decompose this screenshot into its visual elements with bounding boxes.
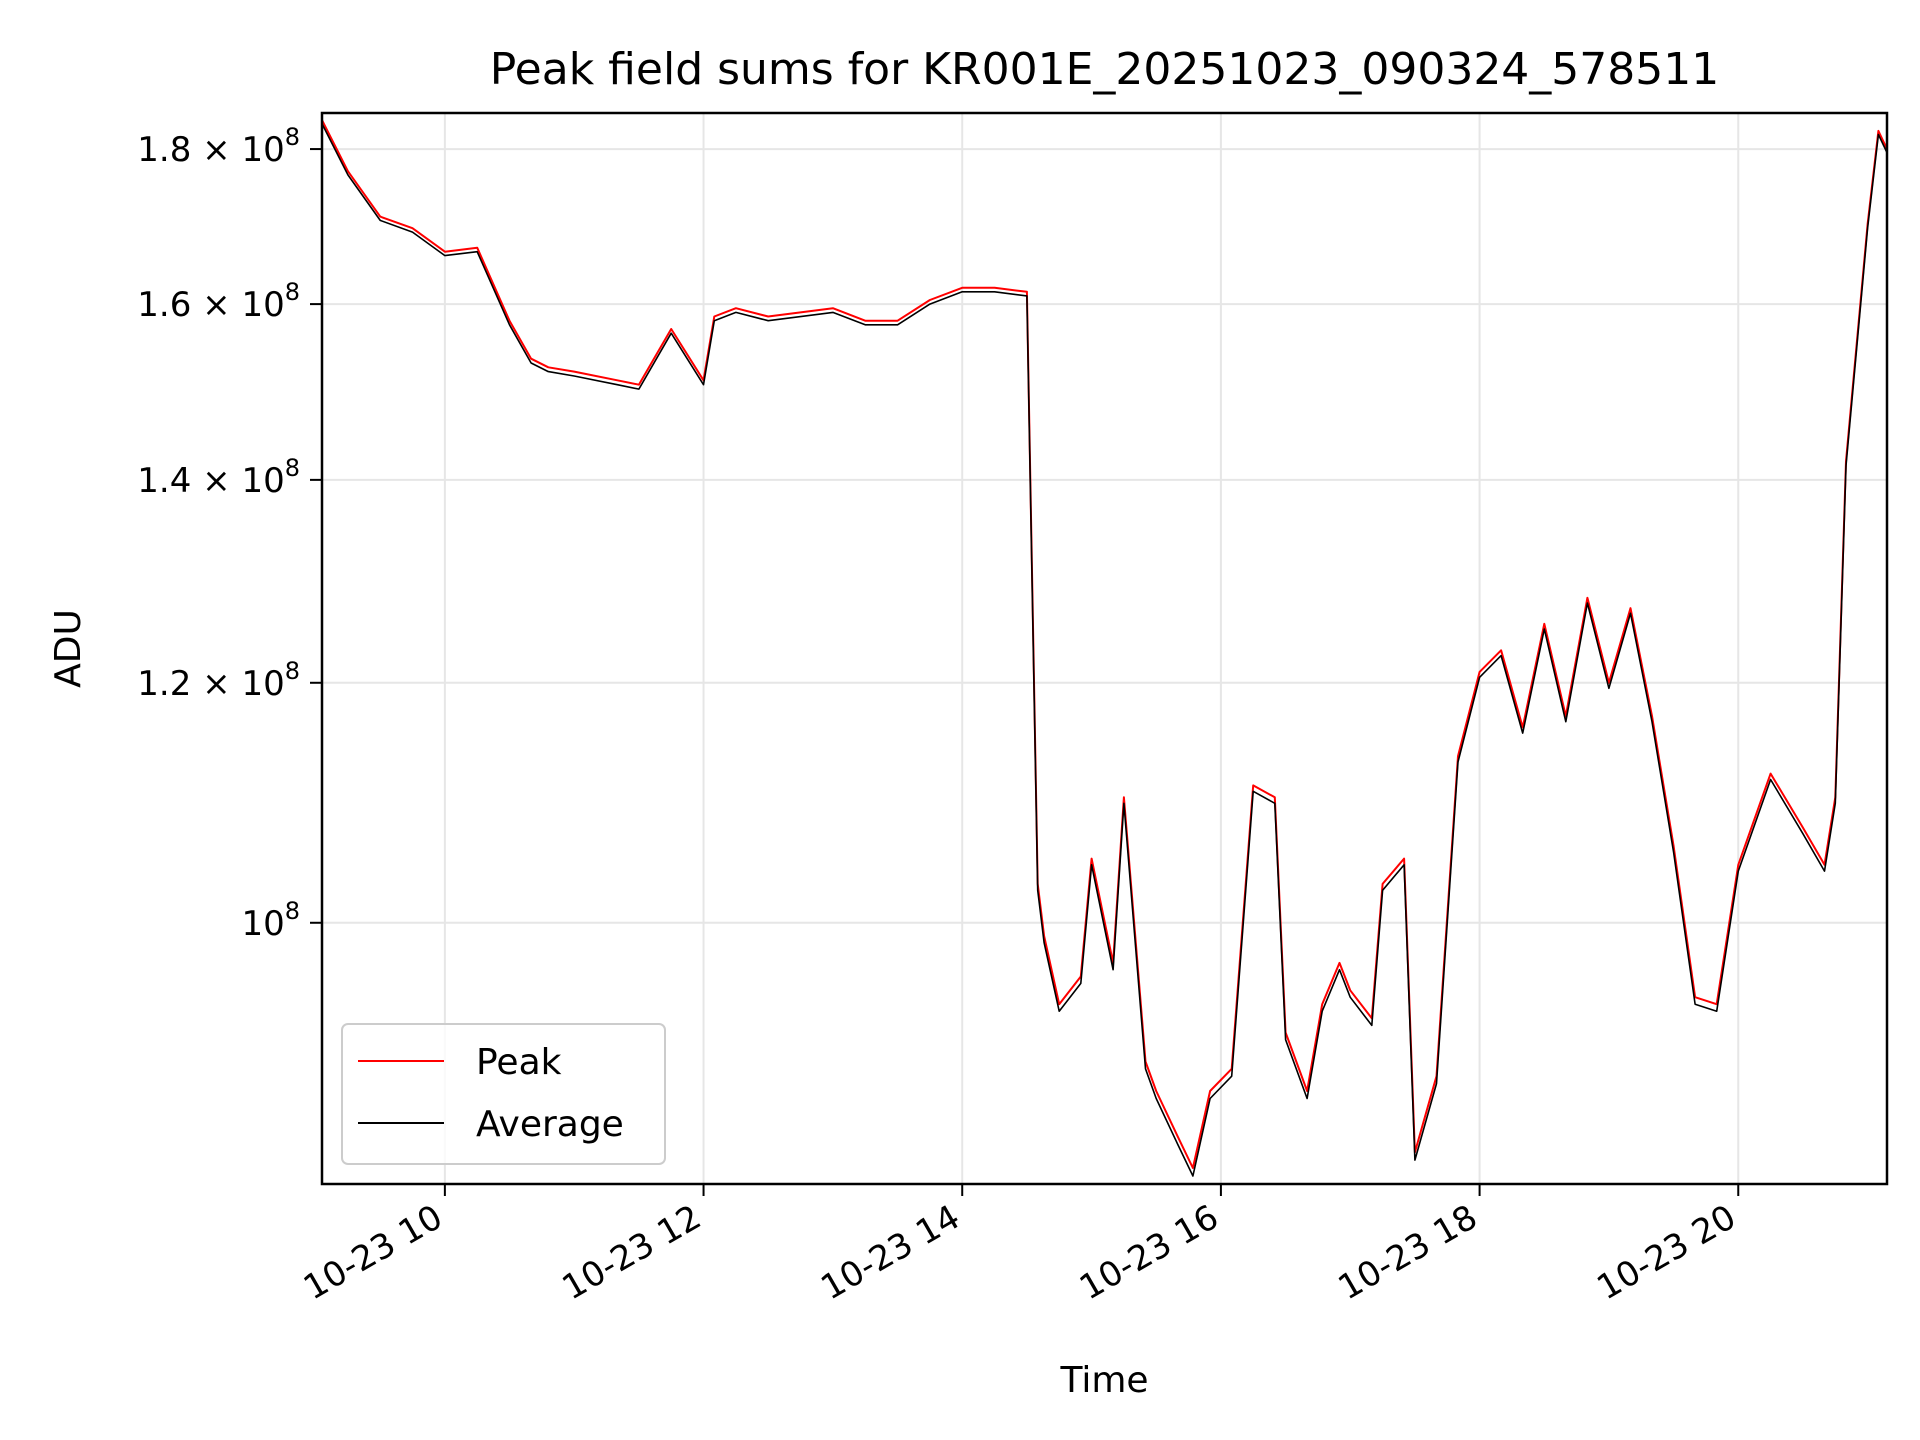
series-line-average xyxy=(321,123,1888,1177)
series-layer xyxy=(321,119,1888,1177)
y-axis-label: ADU xyxy=(48,609,89,688)
x-axis-label: Time xyxy=(1059,1360,1148,1401)
plot-frame xyxy=(320,111,1889,1186)
y-tick-label: 1.2 × 108 xyxy=(137,657,300,704)
legend-box xyxy=(341,1023,666,1165)
series-line-peak xyxy=(321,119,1888,1169)
y-tick-label: 1.6 × 108 xyxy=(137,278,300,325)
chart-title: Peak field sums for KR001E_20251023_0903… xyxy=(490,44,1720,95)
legend-label-average: Average xyxy=(476,1104,624,1145)
y-tick-label: 108 xyxy=(241,897,300,944)
legend: Peak Average xyxy=(341,1023,666,1165)
legend-label-peak: Peak xyxy=(476,1042,562,1083)
y-tick-label: 1.8 × 108 xyxy=(137,123,300,170)
y-tick-label: 1.4 × 108 xyxy=(137,454,300,501)
